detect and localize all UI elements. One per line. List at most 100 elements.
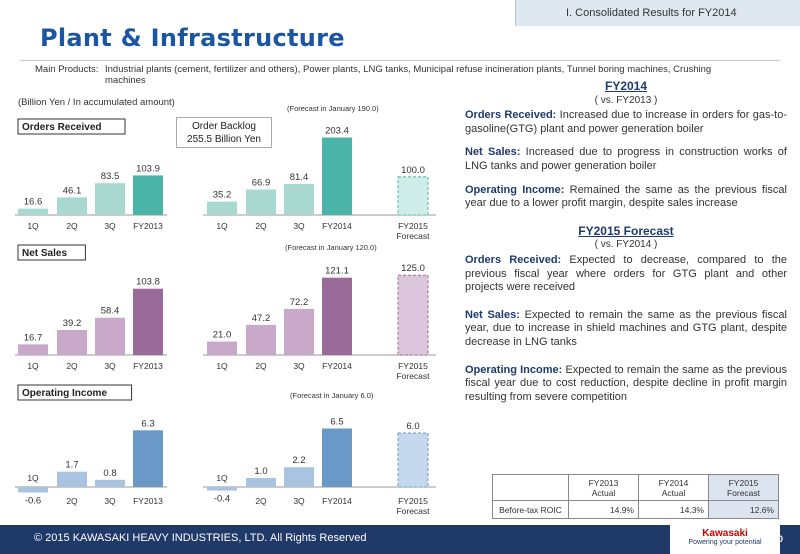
data-label-2-0-2: 0.8 <box>103 468 116 479</box>
fy2014-subheading: ( vs. FY2013 ) <box>594 94 658 106</box>
order-backlog-box: Order Backlog 255.5 Billion Yen <box>176 117 272 148</box>
logo-tagline: Powering your potential <box>688 539 762 546</box>
bar-1-0-1 <box>57 329 87 355</box>
page-number: 10 <box>773 534 784 544</box>
data-label-0-0-0: 16.6 <box>24 197 43 208</box>
bar-2-1-3 <box>322 428 352 487</box>
chart-title-box-2 <box>17 384 133 401</box>
roic-header-fy2014: FY2014 Actual <box>638 474 709 501</box>
data-label-0-1-2: 81.4 <box>290 172 309 183</box>
category-label-2-0-1: 2Q <box>66 496 78 506</box>
data-label-1-0-1: 39.2 <box>63 318 82 329</box>
fy2014-sales-text: Increased due to progress in constructio… <box>465 146 787 172</box>
bar-2-0-1 <box>57 471 87 487</box>
category-label-1-1-3: FY2014 <box>322 361 352 371</box>
data-label-1-1-3: 121.1 <box>325 266 349 277</box>
copyright: © 2015 KAWASAKI HEAVY INDUSTRIES, LTD. A… <box>34 532 367 544</box>
data-label-1-0-3: 103.8 <box>136 277 160 288</box>
roic-row-label: Before-tax ROIC <box>492 500 569 519</box>
fy2014-income-text: Remained the same as the previous fiscal… <box>465 183 787 210</box>
category-label-0-0-2: 3Q <box>104 221 116 231</box>
chart-forecast-note-2: (Forecast in January 6.0) <box>290 391 374 400</box>
fy2015-heading: FY2015 Forecast <box>578 223 674 238</box>
bar-0-2-0 <box>397 176 429 216</box>
fy2014-heading: FY2014 <box>604 79 648 93</box>
roic-corner <box>492 474 569 501</box>
category-label-0-2-0-b: Forecast <box>396 231 430 241</box>
data-label-0-0-3: 103.9 <box>136 163 160 174</box>
bar-0-0-3 <box>133 175 163 215</box>
bar-0-1-0 <box>207 201 237 215</box>
bar-2-1-1 <box>246 478 276 487</box>
data-label-1-1-1: 47.2 <box>252 313 271 324</box>
main-products: Main Products: Industrial plants (cement,… <box>35 64 755 86</box>
bar-2-0-2 <box>95 479 125 487</box>
roic-header-fy2014-kind: Actual <box>661 487 686 498</box>
fy2014-sales-label: Net Sales: <box>465 146 521 159</box>
bar-0-1-1 <box>246 189 276 215</box>
bar-1-1-0 <box>207 341 237 355</box>
category-label-2-2-0-a: FY2015 <box>398 496 428 506</box>
roic-header-fy2015-year: FY2015 <box>728 477 759 488</box>
data-label-0-2-0: 100.0 <box>401 165 425 176</box>
roic-header-row: FY2013 Actual FY2014 Actual FY2015 Forecast <box>492 474 779 501</box>
roic-header-fy2015-kind: Forecast <box>726 487 761 498</box>
roic-header-fy2013: FY2013 Actual <box>568 474 639 501</box>
fy2015-sales-label: Net Sales: <box>465 308 520 321</box>
roic-header-fy2014-year: FY2014 <box>658 477 689 488</box>
data-label-1-1-0: 21.0 <box>213 330 232 341</box>
logo-name: Kawasaki <box>702 528 748 539</box>
category-label-0-0-3: FY2013 <box>133 221 163 231</box>
fy2014-orders-label: Orders Received: <box>465 109 557 122</box>
category-label-1-1-0: 1Q <box>216 361 228 371</box>
category-label-2-1-1: 2Q <box>255 496 267 506</box>
roic-value-fy2015: 12.6% <box>708 500 779 519</box>
section-tag: I. Consolidated Results for FY2014 <box>515 0 800 26</box>
category-label-0-1-3: FY2014 <box>322 221 352 231</box>
category-label-2-0-0: 1Q <box>27 473 39 483</box>
main-products-text: Industrial plants (cement, fertilizer an… <box>105 64 712 86</box>
category-label-1-0-0: 1Q <box>27 361 39 371</box>
data-label-1-1-2: 72.2 <box>290 297 309 308</box>
fy2015-sales-text: Expected to remain the same as the previ… <box>465 308 787 348</box>
charts-area: Orders Received (Forecast in January 190.… <box>15 104 436 516</box>
bar-2-0-0 <box>18 487 48 493</box>
bar-2-2-0 <box>397 432 429 488</box>
category-label-2-1-2: 3Q <box>293 496 305 506</box>
fy2014-income: Operating Income: Remained the same as t… <box>465 184 787 211</box>
main-products-label: Main Products: <box>35 64 99 75</box>
fy2015-orders-text: Expected to decrease, compared to the pr… <box>465 253 787 294</box>
category-label-1-1-2: 3Q <box>293 361 305 371</box>
category-label-1-2-0-b: Forecast <box>396 371 430 381</box>
title-divider <box>20 60 780 61</box>
data-label-2-1-2: 2.2 <box>292 455 305 466</box>
chart-title-0: Orders Received <box>22 122 102 133</box>
roic-table: FY2013 Actual FY2014 Actual FY2015 Forecast… <box>492 474 779 519</box>
fy2014-income-label: Operating Income: <box>465 183 565 196</box>
fy2014-orders-text: Increased due to increase in orders for … <box>465 109 787 135</box>
order-backlog-label: Order Backlog <box>192 121 256 132</box>
fy2015-income-text: Expected to remain the same as the previ… <box>465 363 787 403</box>
bar-1-0-2 <box>95 317 125 355</box>
fy2015-orders: Orders Received: Expected to decrease, c… <box>465 254 787 295</box>
category-label-0-1-0: 1Q <box>216 221 228 231</box>
page-title: Plant & Infrastructure <box>40 24 345 52</box>
roic-value-fy2014: 14.3% <box>638 500 709 519</box>
data-label-1-0-2: 58.4 <box>101 306 120 317</box>
category-label-0-2-0-a: FY2015 <box>398 221 428 231</box>
category-label-0-0-1: 2Q <box>66 221 78 231</box>
commentary-panel: FY2014 ( vs. FY2013 ) Orders Received: I… <box>465 79 787 414</box>
fy2015-income-label: Operating Income: <box>465 363 563 376</box>
category-label-0-0-0: 1Q <box>27 221 39 231</box>
chart-title-box-1 <box>17 244 86 261</box>
bar-1-2-0 <box>397 274 429 356</box>
bar-0-1-3 <box>322 137 352 215</box>
data-label-0-1-0: 35.2 <box>213 190 232 201</box>
category-label-1-0-1: 2Q <box>66 361 78 371</box>
category-label-0-1-2: 3Q <box>293 221 305 231</box>
bar-1-1-3 <box>322 277 352 355</box>
category-label-2-1-3: FY2014 <box>322 496 352 506</box>
fy2015-sales: Net Sales: Expected to remain the same a… <box>465 309 787 350</box>
footer-bar: © 2015 KAWASAKI HEAVY INDUSTRIES, LTD. A… <box>0 525 800 554</box>
bar-1-0-0 <box>18 344 48 355</box>
